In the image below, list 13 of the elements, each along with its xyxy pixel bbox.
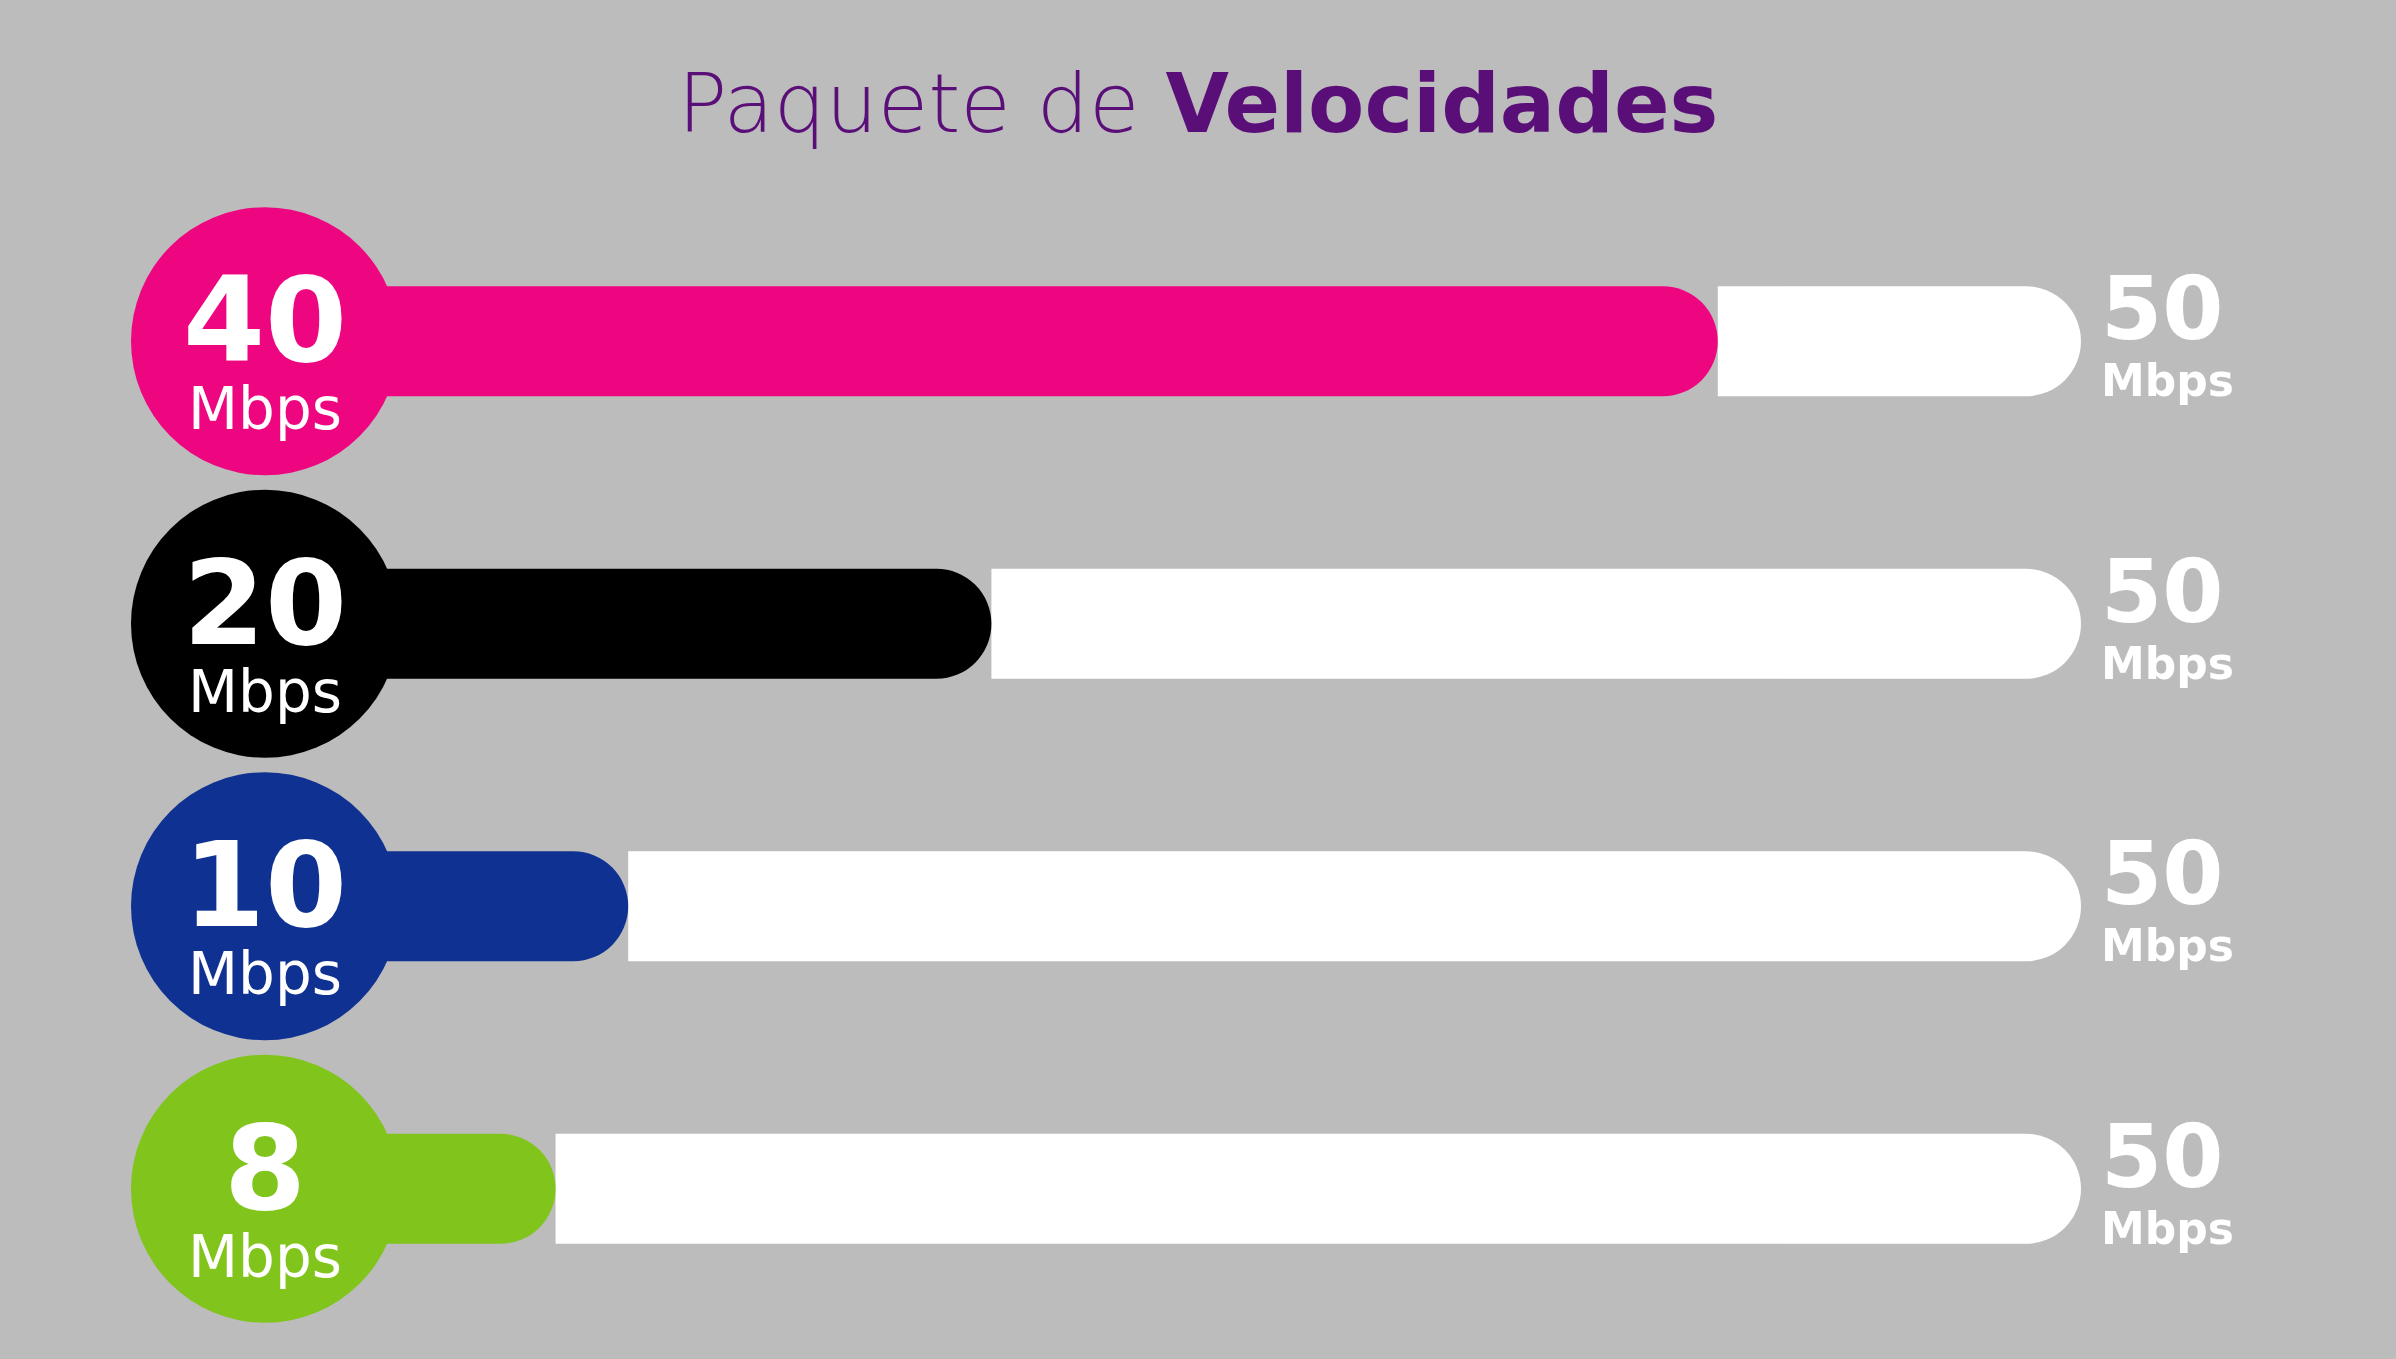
bar [628,851,2081,962]
data-label: 20 Mbps [182,533,348,726]
chart-title: Paquete de Velocidades [677,56,1719,151]
bar [1717,286,2081,397]
total-label: 50 Mbps [2101,539,2234,689]
bar [555,1133,2081,1244]
data-label: 8 Mbps [188,1098,342,1291]
total-label: 50 Mbps [2101,1104,2234,1254]
total-label: 50 Mbps [2101,257,2234,407]
bar [991,568,2081,679]
total-label: 50 Mbps [2101,822,2234,972]
data-label: 10 Mbps [182,816,348,1009]
data-label: 40 Mbps [182,251,348,444]
